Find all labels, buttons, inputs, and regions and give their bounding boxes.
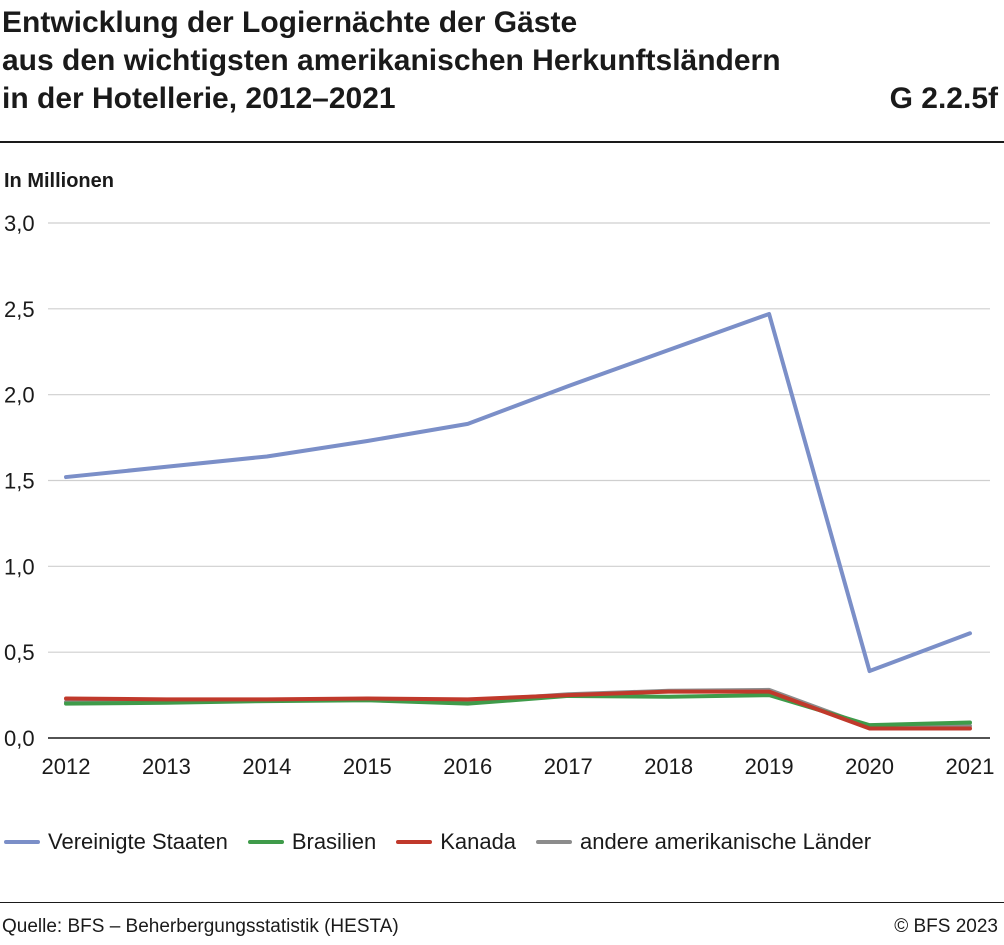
legend-label: Brasilien (291, 829, 377, 854)
header-divider (0, 141, 1004, 143)
legend-swatch (536, 840, 573, 844)
x-tick-label: 2012 (42, 754, 91, 779)
y-tick-label: 1,0 (4, 554, 35, 579)
x-tick-label: 2018 (644, 754, 693, 779)
legend-item: Vereinigte Staaten (0, 829, 228, 855)
legend-item: andere amerikanische Länder (536, 829, 871, 855)
source-note: Quelle: BFS – Beherbergungsstatistik (HE… (2, 916, 399, 937)
x-tick-label: 2013 (142, 754, 191, 779)
x-tick-label: 2016 (443, 754, 492, 779)
unit-label: In Millionen (4, 170, 114, 192)
legend-label: andere amerikanische Länder (580, 829, 872, 854)
legend: Vereinigte Staaten Brasilien Kanada andere … (0, 826, 891, 858)
y-tick-label: 2,0 (4, 383, 35, 408)
legend-swatch (4, 840, 40, 844)
legend-swatch (247, 840, 284, 844)
legend-label: Kanada (440, 829, 517, 854)
title-line-1: Entwicklung der Logiernächte der Gäste (2, 6, 578, 39)
legend-item: Kanada (396, 829, 516, 855)
x-tick-label: 2015 (343, 754, 392, 779)
chart-title: Entwicklung der Logiernächte der Gäste a… (2, 4, 862, 118)
title-line-2: aus den wichtigsten amerikanischen Herku… (2, 44, 781, 77)
x-tick-label: 2019 (745, 754, 794, 779)
x-tick-label: 2017 (544, 754, 593, 779)
copyright-note: © BFS 2023 (894, 916, 998, 937)
x-tick-label: 2014 (242, 754, 291, 779)
x-tick-label: 2020 (845, 754, 894, 779)
legend-item: Brasilien (247, 829, 377, 855)
series-line-vereinigte-staaten (64, 311, 972, 674)
y-tick-label: 0,5 (4, 640, 35, 665)
y-tick-label: 0,0 (4, 726, 35, 751)
series-line-kanada (64, 689, 972, 731)
x-tick-label: 2021 (946, 754, 995, 779)
chart-code: G 2.2.5f (889, 82, 998, 115)
y-tick-label: 2,5 (4, 297, 35, 322)
y-tick-label: 1,5 (4, 469, 35, 494)
legend-label: Vereinigte Staaten (48, 829, 228, 854)
legend-swatch (396, 840, 433, 844)
footer-divider (0, 902, 1004, 903)
y-tick-label: 3,0 (4, 211, 35, 236)
line-chart: 0,0 0,5 1,0 1,5 2,0 2,5 3,0 2012 2013 2014 2015 201… (4, 211, 995, 779)
title-line-3: in der Hotellerie, 2012–2021 (2, 82, 396, 115)
